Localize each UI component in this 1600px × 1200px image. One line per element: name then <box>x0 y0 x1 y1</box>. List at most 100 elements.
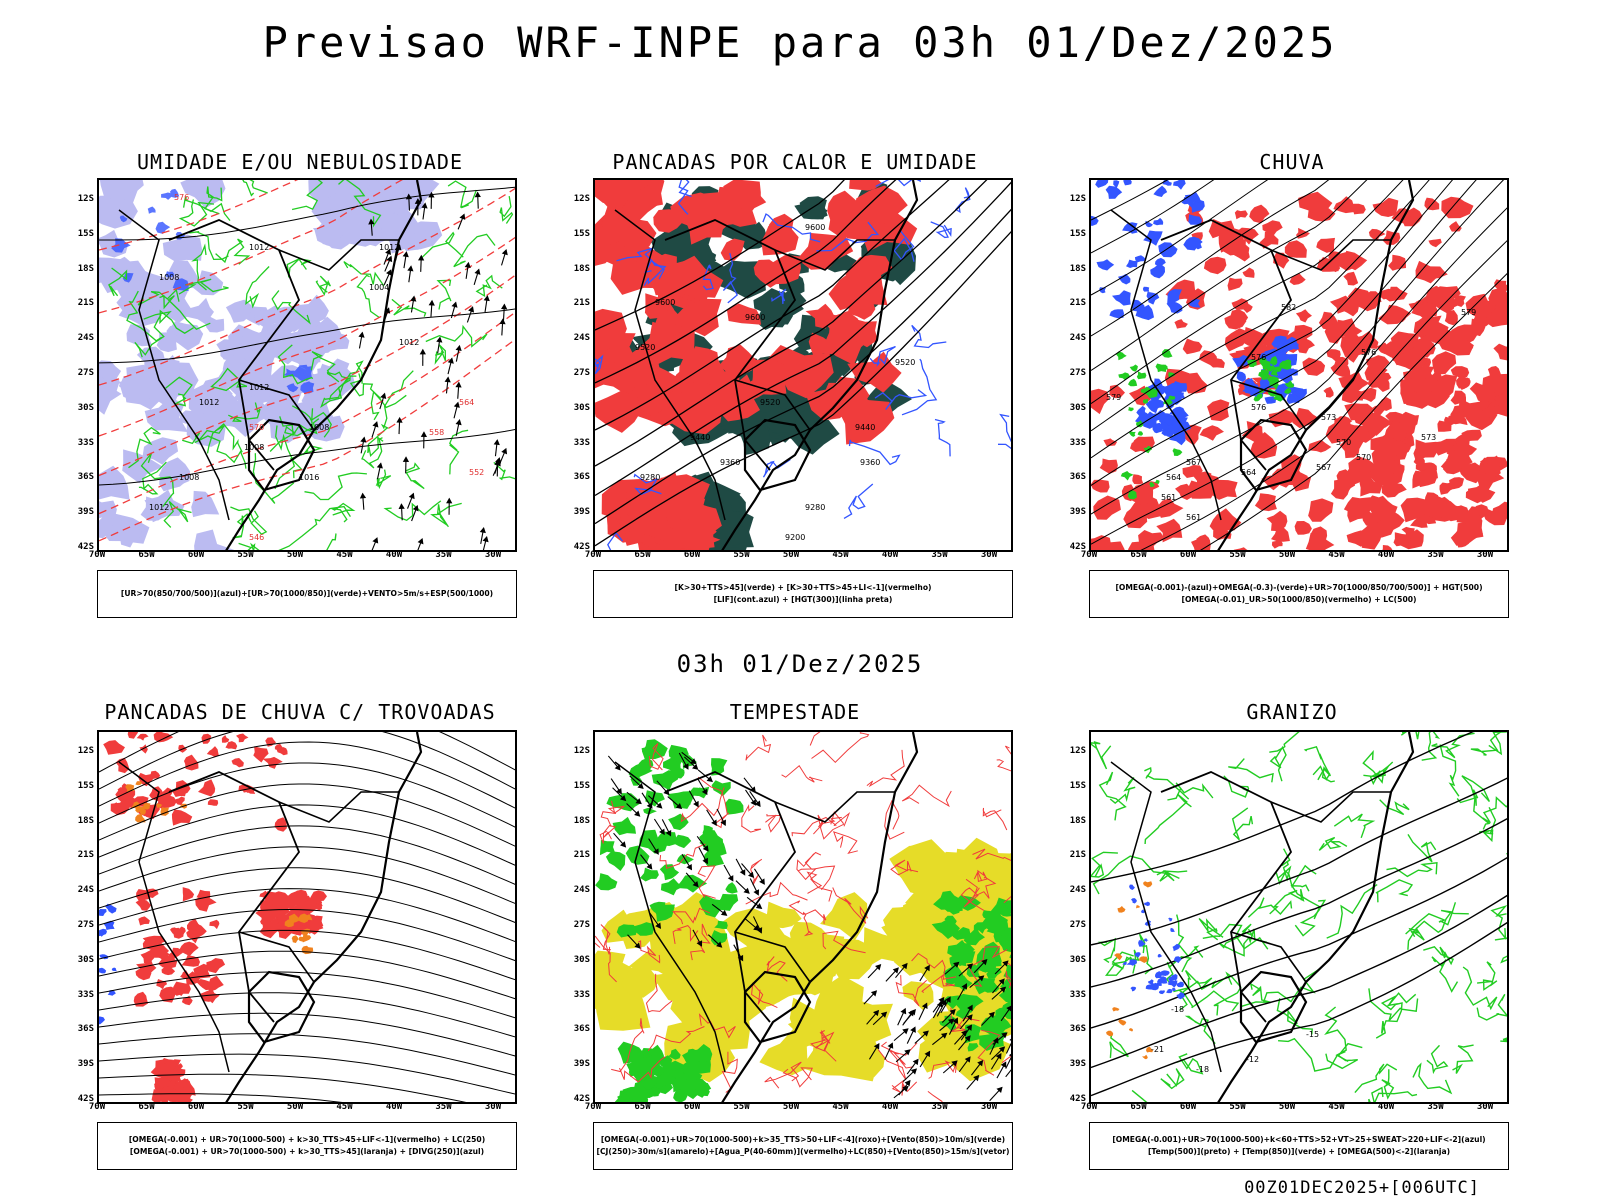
longitude-tick-label: 35W <box>1427 1102 1444 1112</box>
latitude-tick-label: 39S <box>1069 1059 1086 1070</box>
latitude-tick-label: 27S <box>1069 368 1086 378</box>
latitude-tick-label: 15S <box>77 228 94 239</box>
contour-label: 570 <box>1336 438 1351 447</box>
latitude-tick-label: 42S <box>1069 542 1086 552</box>
map-canvas <box>99 732 515 1102</box>
valid-time-title: 03h 01/Dez/2025 <box>676 650 924 678</box>
longitude-tick-label: 35W <box>931 550 948 560</box>
latitude-tick-label: 24S <box>77 333 94 344</box>
latitude-tick-label: 42S <box>573 1094 590 1104</box>
map-canvas: 1012 1008 1008 1012 1012 1004 1008 1008 1012 1012… <box>99 180 515 550</box>
latitude-tick-label: 33S <box>573 989 590 1000</box>
latitude-tick-label: 27S <box>77 920 94 930</box>
pressure-contours <box>99 186 515 486</box>
map-panel: 1012 1008 1008 1012 1012 1004 1008 1008 1012 1012… <box>97 178 517 552</box>
contour-label: 1012 <box>149 503 169 512</box>
latitude-tick-label: 36S <box>77 1024 94 1035</box>
latitude-tick-label: 27S <box>573 920 590 930</box>
latitude-tick-label: 39S <box>1069 507 1086 518</box>
contour-label: 576 <box>1251 403 1266 412</box>
latitude-tick-label: 36S <box>1069 472 1086 483</box>
contour-label: 576 <box>1361 348 1376 357</box>
contour-label: 9280 <box>805 503 825 512</box>
longitude-tick-label: 50W <box>782 550 800 560</box>
longitude-tick-label: 40W <box>1377 550 1395 560</box>
coastline-and-borders <box>118 732 423 1102</box>
map-canvas: 582 579 576 576 573 570 567 564 561 579 576 573 570 5… <box>1091 180 1507 550</box>
contour-label: 561 <box>1186 513 1201 522</box>
legend-line: [Temp(500)](preto) + [Temp(850)](verde) … <box>1147 1147 1451 1156</box>
coastline-and-borders <box>1110 732 1415 1102</box>
humidity-lower-contours <box>108 180 515 550</box>
latitude-tick-label: 15S <box>1069 780 1086 791</box>
humidity-core-field <box>111 188 315 394</box>
latitude-tick-label: 42S <box>573 542 590 552</box>
contour-label: 1012 <box>399 338 419 347</box>
latitude-tick-label: 36S <box>573 472 590 483</box>
longitude-tick-label: 55W <box>1229 550 1246 560</box>
storm-red-field <box>103 732 327 1102</box>
rain-red-field <box>1091 191 1507 550</box>
contour-label: 564 <box>1166 473 1181 482</box>
contour-label: 558 <box>429 428 444 437</box>
coastline-and-borders <box>614 732 919 1102</box>
contour-label: 579 <box>1461 308 1476 317</box>
latitude-tick-label: 12S <box>573 194 590 204</box>
contour-label: 1012 <box>199 398 219 407</box>
longitude-tick-label: 30W <box>1476 550 1494 560</box>
latitude-tick-label: 39S <box>77 507 94 518</box>
longitude-tick-label: 55W <box>237 550 254 560</box>
legend-line: [OMEGA(-0.001)+UR>70(1000-500)+k<60+TTS>… <box>1112 1135 1486 1144</box>
panel-title: PANCADAS DE CHUVA C/ TROVOADAS <box>104 700 496 724</box>
latitude-tick-label: 33S <box>573 437 590 448</box>
longitude-tick-label: 45W <box>1328 1102 1345 1112</box>
contour-label: 9200 <box>785 533 805 542</box>
contour-label: 9520 <box>760 398 780 407</box>
contour-label: 1012 <box>379 243 399 252</box>
panel-legend: [OMEGA(-0.001)+UR>70(1000-500)+k>35_TTS>… <box>593 1122 1013 1170</box>
map-panel: -18 -12 -15 -21 -18 <box>1089 730 1509 1104</box>
divergence-field <box>99 903 117 1025</box>
latitude-tick-label: 30S <box>77 954 94 965</box>
latitude-tick-label: 39S <box>573 507 590 518</box>
longitude-tick-label: 45W <box>336 1102 353 1112</box>
longitude-tick-label: 65W <box>1130 1102 1147 1112</box>
contour-label: 546 <box>249 533 264 542</box>
longitude-tick-label: 40W <box>881 550 899 560</box>
contour-label: 564 <box>459 398 474 407</box>
contour-label: 576 <box>1251 353 1266 362</box>
latitude-tick-label: 24S <box>573 333 590 344</box>
contour-label: 564 <box>1241 468 1256 477</box>
latitude-tick-label: 21S <box>573 298 590 309</box>
longitude-tick-label: 50W <box>1278 550 1296 560</box>
latitude-tick-label: 30S <box>1069 402 1086 413</box>
panel-legend: [K>30+TTS>45](verde) + [K>30+TTS>45+LI<-… <box>593 570 1013 618</box>
contour-label: 9360 <box>860 458 880 467</box>
latitude-tick-label: 27S <box>573 368 590 378</box>
longitude-tick-label: 40W <box>385 1102 403 1112</box>
latitude-tick-label: 18S <box>77 815 94 826</box>
hgt300-contours <box>595 180 1011 547</box>
legend-line: [OMEGA(-0.001) + UR>70(1000-500) + k>30_… <box>129 1147 485 1156</box>
contour-label: 567 <box>1316 463 1331 472</box>
contour-label: 1008 <box>159 273 179 282</box>
contour-label: 9440 <box>855 423 875 432</box>
latitude-tick-label: 12S <box>1069 746 1086 756</box>
longitude-tick-label: 40W <box>881 1102 899 1112</box>
lc250-streamlines <box>99 732 515 1102</box>
map-canvas <box>595 732 1011 1102</box>
longitude-tick-label: 50W <box>286 550 304 560</box>
contour-label: 9600 <box>805 223 825 232</box>
panel-title: GRANIZO <box>1246 700 1338 724</box>
latitude-tick-label: 18S <box>573 815 590 826</box>
contour-label: 1016 <box>299 473 319 482</box>
legend-line: [OMEGA(-0.01)_UR>50(1000/850)(vermelho) … <box>1181 595 1417 604</box>
latitude-tick-label: 42S <box>1069 1094 1086 1104</box>
map-canvas: -18 -12 -15 -21 -18 <box>1091 732 1507 1102</box>
latitude-tick-label: 21S <box>1069 298 1086 309</box>
latitude-tick-label: 30S <box>573 954 590 965</box>
latitude-tick-label: 24S <box>77 885 94 896</box>
latitude-tick-label: 30S <box>1069 954 1086 965</box>
latitude-tick-label: 18S <box>573 263 590 274</box>
latitude-tick-label: 27S <box>77 368 94 378</box>
